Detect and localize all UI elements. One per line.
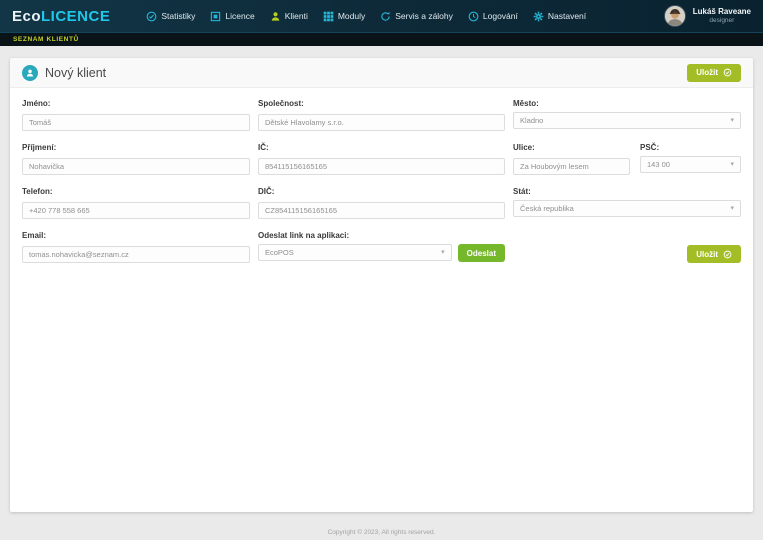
avatar (663, 5, 686, 27)
clock-icon (468, 11, 479, 22)
nav-item-label: Servis a zálohy (395, 11, 453, 21)
field-spolecnost: Společnost: (258, 99, 505, 131)
save-button-bottom[interactable]: Uložit (687, 245, 741, 263)
psc-select-value: 143 00 (647, 160, 670, 169)
field-ic: IČ: (258, 143, 505, 175)
nav-item-klienti[interactable]: Klienti (270, 11, 308, 22)
stat-select[interactable]: Česká republika ▾ (513, 200, 741, 217)
mesto-select-value: Kladno (520, 116, 544, 125)
page-title: Nový klient (45, 65, 107, 80)
nav-item-nastaveni[interactable]: Nastavení (533, 11, 586, 22)
prijmeni-input[interactable] (22, 158, 250, 175)
nav-item-label: Logování (482, 11, 518, 21)
nav-item-servis[interactable]: Servis a zálohy (380, 11, 453, 22)
mesto-select[interactable]: Kladno ▾ (513, 112, 741, 129)
breadcrumb-bar: SEZNAM KLIENTŮ (0, 32, 763, 46)
page-footer: Copyright © 2023, All rights reserved. (10, 521, 753, 539)
chevron-down-icon: ▾ (730, 161, 734, 168)
main-content: Nový klient Uložit Jméno: Společnost: M (0, 46, 763, 539)
field-prijmeni: Příjmení: (22, 143, 250, 175)
prijmeni-label: Příjmení: (22, 143, 57, 152)
stat-label: Stát: (513, 187, 531, 196)
send-button-label: Odeslat (466, 248, 496, 258)
chevron-down-icon: ▾ (730, 117, 734, 124)
email-input[interactable] (22, 246, 250, 263)
odeslat-link-label: Odeslat link na aplikaci: (258, 231, 350, 240)
nav-item-licence[interactable]: Licence (210, 11, 255, 22)
refresh-icon (380, 11, 391, 22)
stat-select-value: Česká republika (520, 204, 574, 213)
user-menu[interactable]: Lukáš Raveane designer (663, 5, 751, 27)
send-button[interactable]: Odeslat (457, 244, 505, 262)
new-client-form: Jméno: Společnost: Město: Kladno ▾ (10, 88, 753, 274)
field-ulice-psc: Ulice: PSČ: 143 00 ▾ (513, 143, 741, 175)
logo-suffix: LICENCE (41, 7, 111, 25)
save-button-label: Uložit (696, 68, 718, 77)
psc-label: PSČ: (640, 143, 660, 152)
user-role: designer (709, 16, 735, 24)
copyright-text: Copyright © 2023, All rights reserved. (327, 529, 436, 536)
psc-select[interactable]: 143 00 ▾ (640, 156, 741, 173)
nav-item-label: Statistiky (161, 11, 196, 21)
nav-item-label: Klienti (284, 11, 308, 21)
user-name: Lukáš Raveane (692, 6, 751, 16)
telefon-input[interactable] (22, 202, 250, 219)
mesto-label: Město: (513, 99, 539, 108)
gear-icon (533, 11, 544, 22)
email-label: Email: (22, 231, 47, 240)
field-mesto: Město: Kladno ▾ (513, 99, 741, 131)
add-user-icon (22, 64, 38, 81)
ic-label: IČ: (258, 143, 269, 152)
main-menu: Statistiky Licence Klienti Moduly Servis… (146, 11, 586, 22)
grid-icon (323, 11, 334, 22)
field-telefon: Telefon: (22, 187, 250, 219)
nav-item-label: Nastavení (547, 11, 587, 21)
check-circle-icon (723, 68, 732, 77)
spolecnost-input[interactable] (258, 114, 505, 131)
dic-input[interactable] (258, 202, 505, 219)
field-ulice: Ulice: (513, 143, 630, 175)
new-client-card: Nový klient Uložit Jméno: Společnost: M (10, 58, 753, 512)
check-circle-icon (146, 11, 157, 22)
ulice-input[interactable] (513, 158, 630, 175)
app-link-select[interactable]: EcoPOS ▾ (258, 244, 452, 261)
breadcrumb[interactable]: SEZNAM KLIENTŮ (13, 36, 79, 43)
ulice-label: Ulice: (513, 143, 535, 152)
nav-item-logovani[interactable]: Logování (468, 11, 518, 22)
spolecnost-label: Společnost: (258, 99, 304, 108)
field-stat: Stát: Česká republika ▾ (513, 187, 741, 219)
jmeno-input[interactable] (22, 114, 250, 131)
top-navbar: EcoLICENCE Statistiky Licence Klienti Mo… (0, 0, 763, 32)
chevron-down-icon: ▾ (730, 205, 734, 212)
telefon-label: Telefon: (22, 187, 53, 196)
nav-item-moduly[interactable]: Moduly (323, 11, 365, 22)
jmeno-label: Jméno: (22, 99, 51, 108)
check-circle-icon (723, 250, 732, 258)
card-header: Nový klient Uložit (10, 58, 753, 88)
chevron-down-icon: ▾ (441, 249, 445, 256)
save-button-top[interactable]: Uložit (687, 63, 741, 82)
licence-square-icon (210, 11, 221, 22)
dic-label: DIČ: (258, 187, 275, 196)
field-email: Email: (22, 231, 250, 263)
nav-item-statistiky[interactable]: Statistiky (146, 11, 195, 22)
nav-item-label: Licence (225, 11, 255, 21)
ic-input[interactable] (258, 158, 505, 175)
app-link-select-value: EcoPOS (265, 248, 294, 257)
save-button-label: Uložit (696, 249, 718, 259)
field-dic: DIČ: (258, 187, 505, 219)
user-icon (270, 11, 281, 22)
app-logo[interactable]: EcoLICENCE (12, 8, 110, 25)
nav-item-label: Moduly (337, 11, 366, 21)
field-jmeno: Jméno: (22, 99, 250, 131)
logo-prefix: Eco (12, 7, 42, 25)
field-odeslat-link: Odeslat link na aplikaci: EcoPOS ▾ Odesl… (258, 231, 505, 263)
field-save: Uložit (513, 231, 741, 263)
field-psc: PSČ: 143 00 ▾ (640, 143, 741, 175)
